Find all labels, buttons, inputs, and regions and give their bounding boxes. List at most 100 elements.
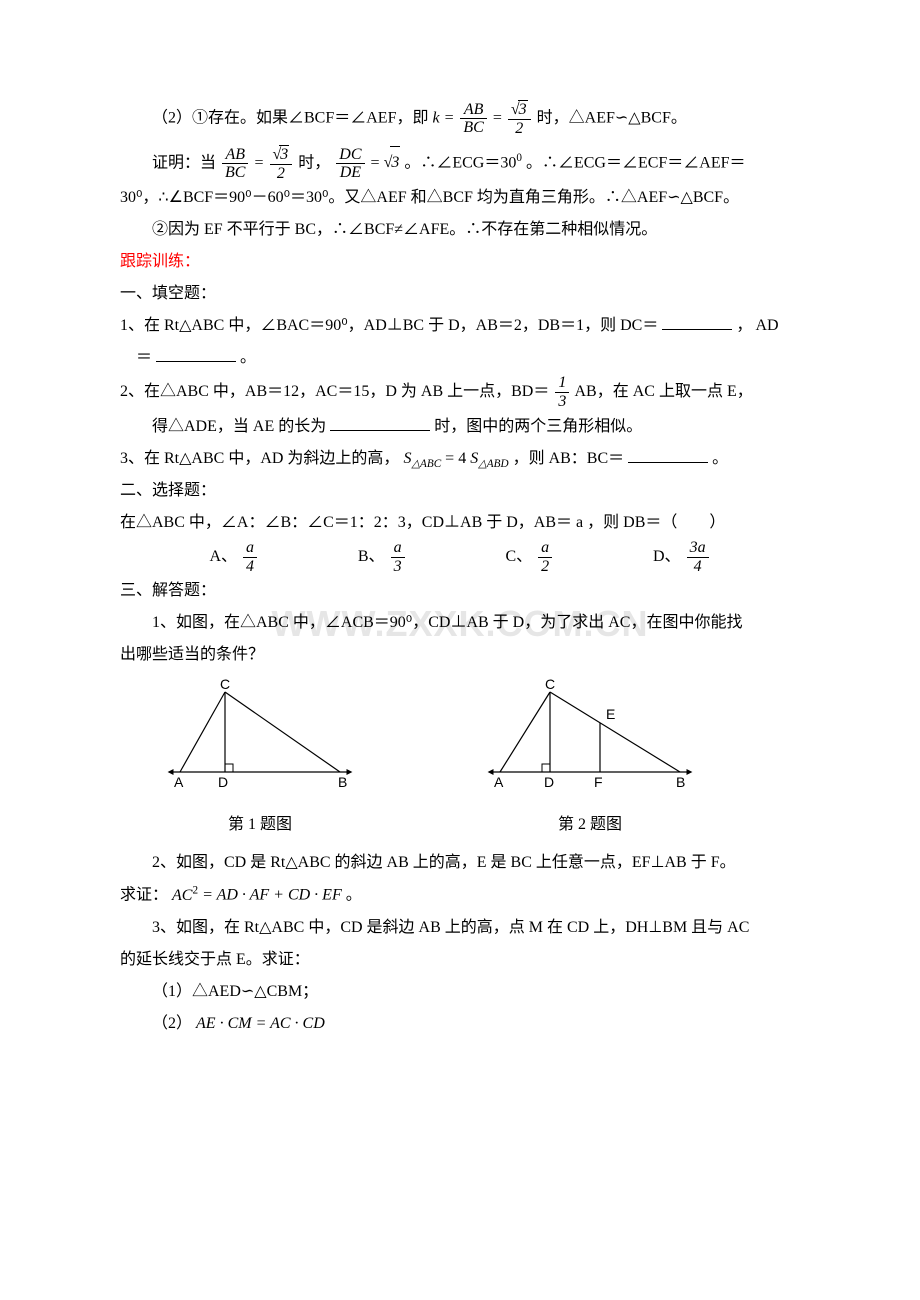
section-fill: 一、填空题： bbox=[120, 278, 800, 310]
den: BC bbox=[222, 164, 248, 182]
t: 。∴∠ECG＝∠ECF＝∠AEF＝ bbox=[526, 154, 746, 171]
subABD: △ABD bbox=[478, 458, 508, 470]
t: 时，图中的两个三角形相似。 bbox=[434, 418, 642, 435]
num: 3 bbox=[508, 100, 531, 120]
section-choice: 二、选择题： bbox=[120, 475, 800, 507]
t: （2） bbox=[152, 1015, 192, 1032]
lblC: C bbox=[545, 677, 555, 692]
den: 2 bbox=[270, 165, 293, 183]
lblB: B bbox=[676, 774, 685, 790]
q3-line: 3、在 Rt△ABC 中，AD 为斜边上的高， S△ABC = 4 S△ABD … bbox=[120, 443, 800, 476]
lblB: B、 bbox=[358, 548, 385, 565]
blank-ae[interactable] bbox=[330, 415, 430, 430]
num: AB bbox=[222, 146, 248, 165]
eq2: = bbox=[254, 154, 263, 171]
t: 1、在 Rt△ABC 中，∠BAC＝90⁰，AD⊥BC 于 D，AB＝2，DB＝… bbox=[120, 317, 658, 334]
t: 。 bbox=[240, 349, 256, 366]
den: DE bbox=[336, 164, 364, 182]
den: 2 bbox=[508, 120, 531, 138]
t: 。∴∠ECG＝30 bbox=[404, 154, 516, 171]
sq2-l2: 求证： AC2 = AD · AF + CD · EF 。 bbox=[120, 879, 800, 911]
t: 得△ADE，当 AE 的长为 bbox=[152, 418, 326, 435]
choice-d[interactable]: D、 3a4 bbox=[653, 539, 711, 575]
rad: 3 bbox=[518, 100, 528, 119]
mc-choices: A、 a4 B、 a3 C、 a2 D、 3a4 bbox=[120, 539, 800, 575]
choice-c[interactable]: C、 a2 bbox=[505, 539, 554, 575]
frac-1-3: 1 3 bbox=[555, 374, 569, 410]
eq-aecm: AE · CM = AC · CD bbox=[196, 1015, 325, 1032]
sq3-l3: （1）△AED∽△CBM； bbox=[120, 976, 800, 1008]
sq3-l2: 的延长线交于点 E。求证： bbox=[120, 944, 800, 976]
t: 证明：当 bbox=[152, 154, 220, 171]
q2-line2: 得△ADE，当 AE 的长为 时，图中的两个三角形相似。 bbox=[120, 411, 800, 443]
lblA: A、 bbox=[209, 548, 237, 565]
t: （2）①存在。如果∠BCF＝∠AEF，即 bbox=[152, 109, 432, 126]
para-p3: 30⁰，∴∠BCF＝90⁰－60⁰＝30⁰。又△AEF 和△BCF 均为直角三角… bbox=[120, 182, 800, 214]
lblB: B bbox=[338, 774, 347, 790]
den: BC bbox=[460, 119, 486, 137]
q1-line1: 1、在 Rt△ABC 中，∠BAC＝90⁰，AD⊥BC 于 D，AB＝2，DB＝… bbox=[120, 310, 800, 342]
num: DC bbox=[336, 146, 364, 165]
lblA: A bbox=[494, 774, 504, 790]
choice-a[interactable]: A、 a4 bbox=[209, 539, 259, 575]
d: 2 bbox=[538, 558, 552, 576]
ac2: AC2 bbox=[172, 887, 202, 904]
eqline: = AD · AF + CD · EF bbox=[202, 887, 342, 904]
tracking-title: 跟踪训练： bbox=[120, 246, 800, 278]
q2-line1: 2、在△ABC 中，AB＝12，AC＝15，D 为 AB 上一点，BD＝ 1 3… bbox=[120, 374, 800, 410]
choice-b[interactable]: B、 a3 bbox=[358, 539, 407, 575]
section-solve: 三、解答题： bbox=[120, 575, 800, 607]
num: 3 bbox=[270, 145, 293, 165]
k-eq: k = bbox=[432, 109, 454, 126]
sq1-l2: 出哪些适当的条件？ bbox=[120, 639, 800, 671]
blank-dc[interactable] bbox=[662, 315, 732, 330]
figure-2: A D F B C E 第 2 题图 bbox=[480, 677, 700, 841]
t: 时，△AEF∽△BCF。 bbox=[537, 109, 687, 126]
t: 。 bbox=[346, 887, 362, 904]
blank-ratio[interactable] bbox=[628, 447, 708, 462]
fig2-caption: 第 2 题图 bbox=[480, 809, 700, 841]
lblC: C、 bbox=[505, 548, 532, 565]
lblD: D bbox=[218, 774, 228, 790]
sq1-l1: 1、如图，在△ABC 中，∠ACB＝90⁰，CD⊥AB 于 D，为了求出 AC，… bbox=[120, 607, 800, 639]
frac-ab-bc2: AB BC bbox=[222, 146, 248, 182]
rad: 3 bbox=[390, 146, 400, 179]
n: a bbox=[391, 539, 405, 558]
S1: S△ABC bbox=[403, 450, 441, 467]
t: ＝ bbox=[136, 349, 152, 366]
n: 3a bbox=[687, 539, 709, 558]
mc-stem: 在△ABC 中，∠A：∠B：∠C＝1：2：3，CD⊥AB 于 D，AB＝ a ，… bbox=[120, 507, 800, 539]
sq3-l1: 3、如图，在 Rt△ABC 中，CD 是斜边 AB 上的高，点 M 在 CD 上… bbox=[120, 912, 800, 944]
lblC: C bbox=[220, 677, 230, 692]
num: AB bbox=[460, 101, 486, 120]
lblE: E bbox=[606, 706, 615, 722]
para-p4: ②因为 EF 不平行于 BC，∴∠BCF≠∠AFE。∴不存在第二种相似情况。 bbox=[120, 214, 800, 246]
d: 3 bbox=[391, 558, 405, 576]
lblD: D、 bbox=[653, 548, 681, 565]
n: a bbox=[243, 539, 257, 558]
t: 时， bbox=[298, 154, 330, 171]
document-body: （2）①存在。如果∠BCF＝∠AEF，即 k = AB BC = 3 2 时，△… bbox=[120, 100, 800, 1040]
q1-line2: ＝ 。 bbox=[120, 342, 800, 374]
t: 3、在 Rt△ABC 中，AD 为斜边上的高， bbox=[120, 450, 399, 467]
rad: 3 bbox=[279, 145, 289, 164]
subABC: △ABC bbox=[411, 458, 441, 470]
frac-r3-2b: 3 2 bbox=[270, 145, 293, 182]
t: AB，在 AC 上取一点 E， bbox=[575, 383, 753, 400]
frac-dc-de: DC DE bbox=[336, 146, 364, 182]
Sl2: S bbox=[470, 450, 478, 467]
lblA: A bbox=[174, 774, 184, 790]
eq4: = 4 bbox=[445, 450, 466, 467]
eq3: = bbox=[371, 154, 380, 171]
frac-ab-bc: AB BC bbox=[460, 101, 486, 137]
d: 4 bbox=[243, 558, 257, 576]
fig1-caption: 第 1 题图 bbox=[160, 809, 360, 841]
lblF: F bbox=[594, 774, 603, 790]
lblD: D bbox=[544, 774, 554, 790]
t: ，则 AB：BC＝ bbox=[513, 450, 625, 467]
blank-ad[interactable] bbox=[156, 347, 236, 362]
eq1: = bbox=[493, 109, 502, 126]
figure-1: A D B C 第 1 题图 bbox=[160, 677, 360, 841]
S2: S△ABD bbox=[470, 450, 508, 467]
sq2-l1: 2、如图，CD 是 Rt△ABC 的斜边 AB 上的高，E 是 BC 上任意一点… bbox=[120, 847, 800, 879]
